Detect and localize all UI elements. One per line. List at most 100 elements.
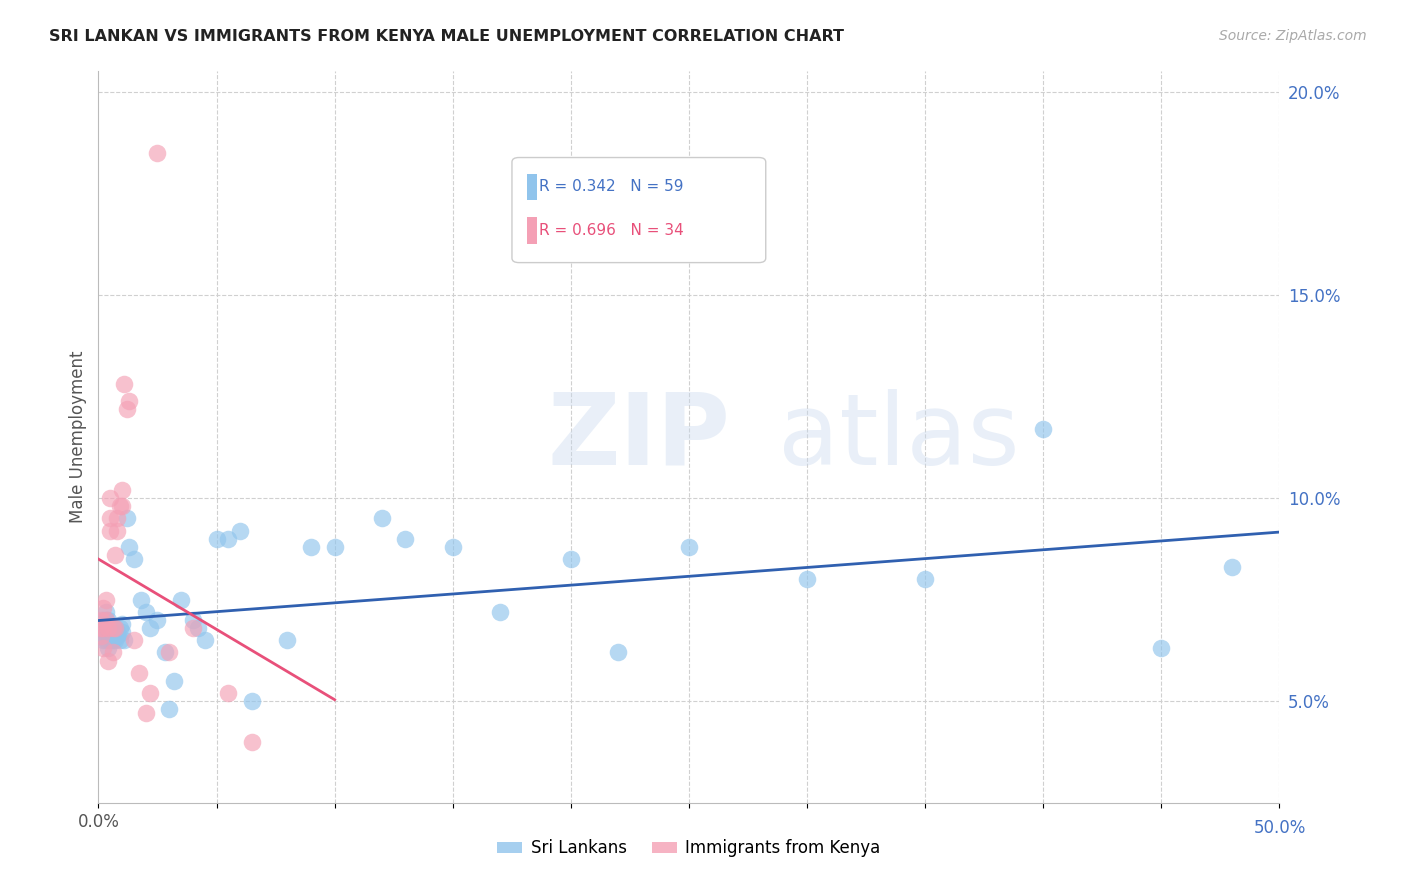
Point [111,617,134,632]
Point [441,540,464,554]
Point [97,629,120,643]
Point [118,540,141,554]
Point [371,511,394,525]
Point [122,552,145,566]
Point [94,613,117,627]
Point [217,532,239,546]
Point [128,665,150,680]
Point [194,633,217,648]
Point [323,540,346,554]
Point [181,613,204,627]
Point [560,552,582,566]
Point [90,621,112,635]
Point [796,572,818,586]
Text: ZIP: ZIP [547,389,730,485]
Point [98,491,121,505]
Point [111,483,134,497]
Point [97,621,120,635]
Point [112,377,135,392]
Y-axis label: Male Unemployment: Male Unemployment [69,351,87,524]
Point [1220,560,1243,574]
Point [489,605,512,619]
Text: R = 0.342   N = 59: R = 0.342 N = 59 [540,179,683,194]
Point [90,629,112,643]
Point [91,621,114,635]
Point [94,613,117,627]
Point [97,621,120,635]
Point [91,633,114,648]
Point [90,629,112,643]
Point [129,592,152,607]
Point [98,621,121,635]
Point [1150,641,1173,656]
Point [94,592,117,607]
Point [98,524,121,538]
Text: 50.0%: 50.0% [1253,819,1306,837]
Point [111,625,134,640]
Point [122,633,145,648]
Point [108,499,131,513]
Point [108,633,131,648]
Point [90,613,112,627]
Point [94,605,117,619]
Point [94,621,117,635]
Legend: Sri Lankans, Immigrants from Kenya: Sri Lankans, Immigrants from Kenya [491,832,887,864]
Point [90,621,112,635]
Point [299,540,322,554]
Point [97,641,120,656]
Point [104,621,127,635]
Point [170,592,193,607]
Point [115,511,138,525]
Point [240,735,263,749]
Point [97,613,120,627]
Point [115,401,138,416]
Point [157,645,180,659]
Point [135,706,157,721]
Point [135,605,157,619]
Point [104,548,127,562]
Point [240,694,263,708]
Point [394,532,416,546]
Point [105,629,128,643]
Point [112,633,135,648]
Point [181,621,204,635]
Point [101,645,124,659]
Point [101,621,124,635]
Point [104,633,127,648]
Point [97,654,120,668]
Text: R = 0.696   N = 34: R = 0.696 N = 34 [540,223,685,238]
Point [157,702,180,716]
Point [118,393,141,408]
Point [139,686,162,700]
Point [205,532,228,546]
Point [98,625,121,640]
Point [914,572,936,586]
Point [91,641,114,656]
Point [101,621,124,635]
Point [94,633,117,648]
Point [146,145,169,160]
Point [104,621,127,635]
Text: atlas: atlas [778,389,1019,485]
Text: Source: ZipAtlas.com: Source: ZipAtlas.com [1219,29,1367,43]
Point [98,511,121,525]
Point [1032,422,1054,436]
Point [91,600,114,615]
Point [105,511,128,525]
Point [111,499,134,513]
Point [217,686,239,700]
Point [146,613,169,627]
Point [105,625,128,640]
Point [276,633,298,648]
Point [153,645,176,659]
Point [607,645,630,659]
Point [98,633,121,648]
Point [229,524,252,538]
Point [163,673,186,688]
Point [139,621,162,635]
Point [187,621,209,635]
Point [101,633,124,648]
Point [108,621,131,635]
Point [105,524,128,538]
Point [91,613,114,627]
